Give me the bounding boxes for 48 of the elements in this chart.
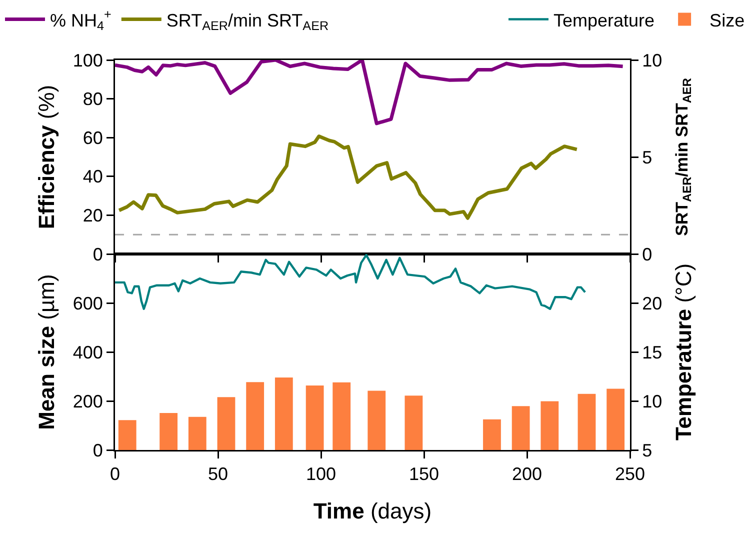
bar xyxy=(578,394,596,450)
bar xyxy=(404,396,423,450)
x-tick-label: 150 xyxy=(408,464,440,484)
bar xyxy=(540,401,559,450)
y-tick-label: 600 xyxy=(72,293,103,314)
y-tick-label: 100 xyxy=(72,50,103,70)
y2-tick-label: 15 xyxy=(642,342,662,362)
bar xyxy=(188,416,206,450)
bar xyxy=(306,386,324,450)
y-tick-label: 200 xyxy=(72,391,103,412)
line-series xyxy=(117,134,579,220)
y2-axis-title: Temperature (°C) xyxy=(670,263,696,441)
x-tick-label: 200 xyxy=(512,464,542,484)
y2-tick-label: 5 xyxy=(642,440,652,460)
line-series xyxy=(115,254,586,310)
x-tick-label: 50 xyxy=(208,464,228,484)
x-axis-title: Time (days) xyxy=(313,498,432,524)
y-tick-label: 60 xyxy=(82,128,103,148)
bar xyxy=(160,413,178,450)
y2-tick-label: 5 xyxy=(642,147,652,168)
bar xyxy=(217,397,236,450)
y-tick-label: 20 xyxy=(82,206,103,226)
legend-label: Size xyxy=(710,10,745,30)
y-tick-label: 40 xyxy=(82,166,103,187)
y-axis-title: Efficiency (%) xyxy=(34,84,59,230)
bar xyxy=(332,382,351,450)
legend-label: SRT$_{AER}$/min SRT$_{AER}$ xyxy=(166,10,329,34)
y2-tick-label: 10 xyxy=(642,391,662,412)
line-series xyxy=(115,60,625,126)
bar xyxy=(118,420,136,450)
bar xyxy=(512,406,530,450)
x-tick-label: 100 xyxy=(306,464,336,484)
y2-tick-label: 10 xyxy=(642,50,662,70)
bar xyxy=(274,377,293,450)
y-tick-label: 0 xyxy=(92,244,103,264)
x-tick-label: 0 xyxy=(110,464,120,484)
legend-label: Temperature xyxy=(553,10,655,30)
bar xyxy=(483,419,501,450)
y-tick-label: 400 xyxy=(72,342,103,362)
y-axis-title: Mean size (µm) xyxy=(34,274,59,430)
y2-tick-label: 0 xyxy=(642,244,652,264)
y-tick-label: 80 xyxy=(82,89,103,110)
y-tick-label: 0 xyxy=(92,440,103,460)
x-tick-label: 250 xyxy=(614,464,646,484)
bar xyxy=(246,382,264,450)
bar xyxy=(368,390,386,450)
bar xyxy=(606,388,625,450)
y2-tick-label: 20 xyxy=(642,293,662,314)
